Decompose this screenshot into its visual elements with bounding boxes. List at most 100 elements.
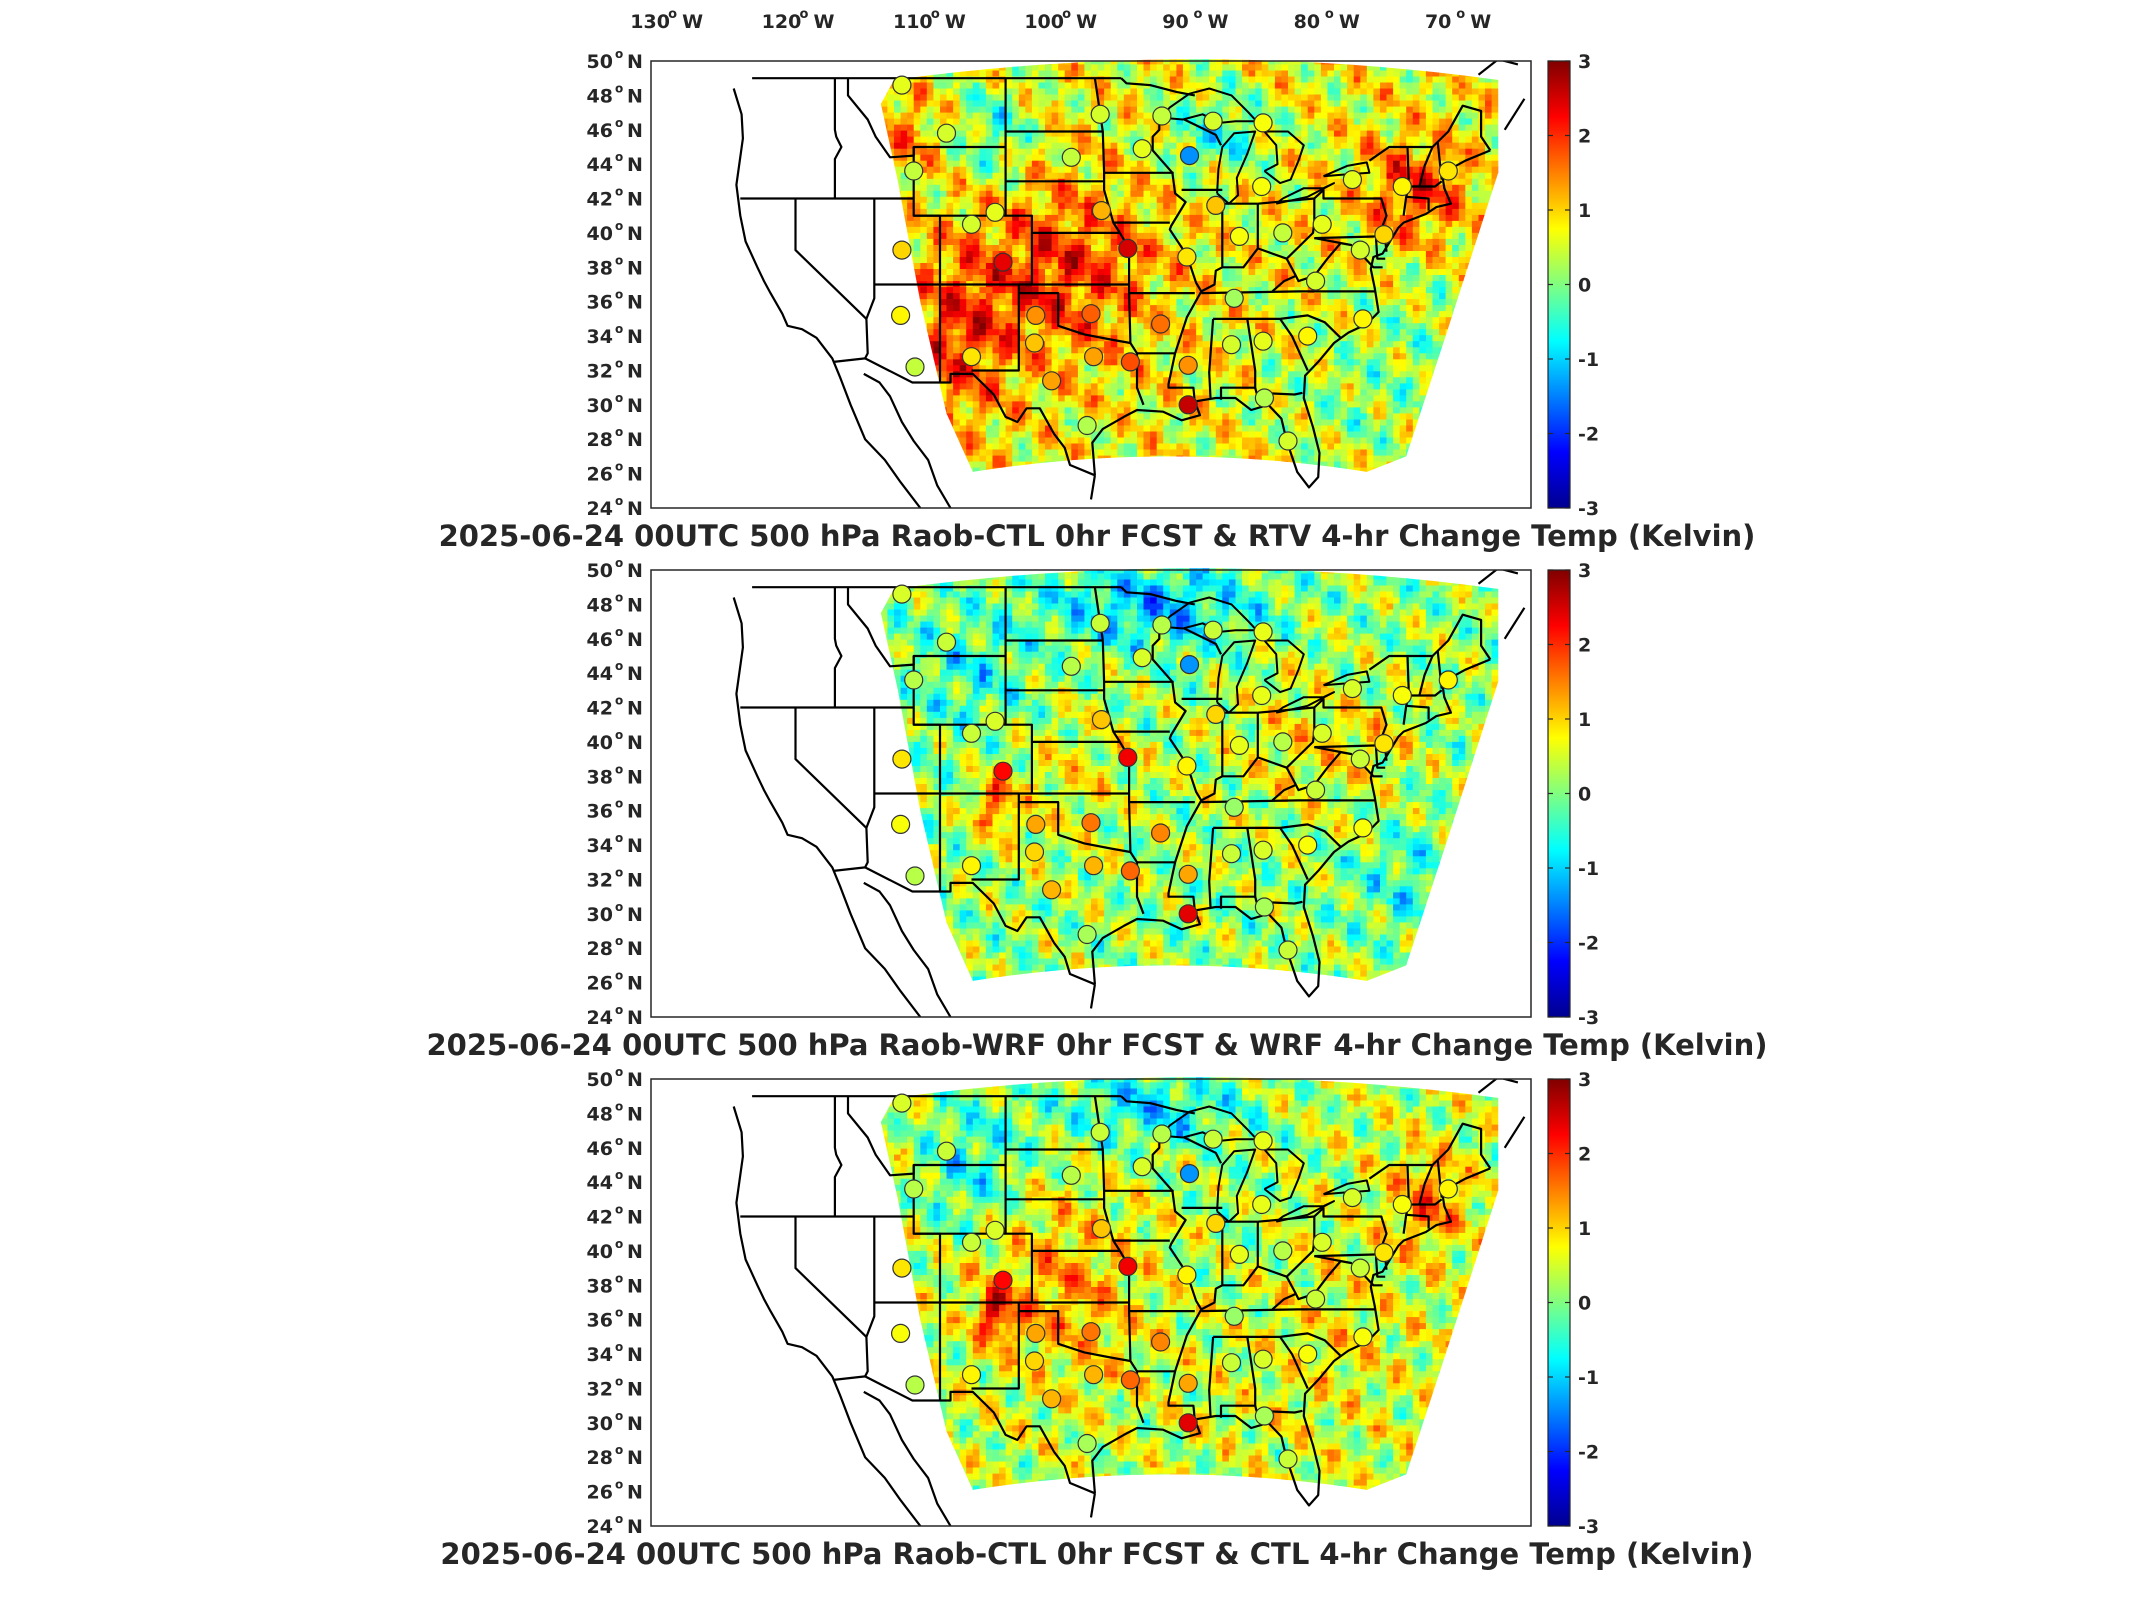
raob-station-marker bbox=[1090, 613, 1110, 633]
svg-text:o: o bbox=[799, 7, 808, 22]
svg-text:W: W bbox=[1339, 11, 1360, 33]
raob-station-marker bbox=[1041, 880, 1062, 900]
svg-text:W: W bbox=[682, 11, 703, 33]
svg-text:o: o bbox=[931, 7, 940, 22]
svg-text:o: o bbox=[668, 7, 677, 22]
lat-label: 40 bbox=[587, 1241, 613, 1263]
colorbar: 3 2 1 0 -1 -2 -3 bbox=[1547, 51, 1599, 520]
colorbar-tick-label: 3 bbox=[1578, 1069, 1591, 1091]
raob-station-marker bbox=[905, 866, 925, 886]
raob-station-marker bbox=[1342, 170, 1363, 190]
raob-station-marker bbox=[1229, 1244, 1250, 1265]
raob-station-marker bbox=[1120, 1370, 1141, 1390]
lat-label: 46 bbox=[587, 120, 613, 142]
raob-station-marker bbox=[1353, 1327, 1373, 1347]
raob-station-marker bbox=[892, 1258, 912, 1278]
panel-title: 2025-06-24 00UTC 500 hPa Raob-CTL 0hr FC… bbox=[440, 1537, 1753, 1571]
raob-station-marker bbox=[1224, 288, 1244, 308]
raob-station-marker bbox=[993, 761, 1013, 781]
raob-station-marker bbox=[1350, 1258, 1370, 1278]
lat-label: 32 bbox=[587, 1378, 613, 1400]
raob-station-marker bbox=[1179, 1163, 1200, 1184]
raob-station-marker bbox=[1278, 431, 1298, 451]
colorbar-tick-label: 1 bbox=[1578, 709, 1591, 731]
colorbar-tick-label: 0 bbox=[1578, 784, 1591, 806]
colorbar-tick-label: 1 bbox=[1578, 1218, 1591, 1240]
raob-station-marker bbox=[1273, 223, 1293, 243]
raob-station-marker bbox=[1374, 225, 1394, 245]
raob-station-marker bbox=[905, 1375, 925, 1395]
raob-station-marker bbox=[1229, 226, 1250, 246]
lat-label: 36 bbox=[587, 1310, 613, 1332]
raob-station-marker bbox=[892, 75, 912, 95]
lat-label: 38 bbox=[587, 766, 613, 788]
raob-station-marker bbox=[892, 240, 912, 260]
raob-station-marker bbox=[1438, 1179, 1458, 1199]
raob-station-marker bbox=[1090, 1122, 1110, 1142]
lat-label: 48 bbox=[587, 85, 613, 107]
raob-station-marker bbox=[1252, 176, 1272, 197]
svg-text:W: W bbox=[1470, 11, 1491, 33]
raob-station-marker bbox=[1178, 355, 1198, 375]
raob-station-marker bbox=[1229, 735, 1250, 756]
raob-station-marker bbox=[993, 1270, 1013, 1290]
raob-station-marker bbox=[1120, 861, 1141, 881]
latitude-labels: 50 o N48 o N46 o N44 o N42 o N40 o N38 o N36 o N34 o N32 o N… bbox=[587, 1065, 643, 1538]
raob-station-marker bbox=[961, 347, 982, 367]
lat-label: 32 bbox=[587, 869, 613, 891]
raob-station-marker bbox=[1353, 309, 1373, 329]
raob-station-marker bbox=[1203, 620, 1223, 640]
lat-label: 48 bbox=[587, 1103, 613, 1125]
raob-station-marker bbox=[1120, 352, 1141, 372]
raob-station-marker bbox=[1298, 835, 1318, 855]
raob-station-marker bbox=[1081, 304, 1101, 324]
lat-label: 28 bbox=[587, 429, 613, 451]
raob-station-marker bbox=[1024, 842, 1045, 862]
lat-label: 30 bbox=[587, 904, 613, 926]
colorbar-tick-label: 2 bbox=[1578, 1144, 1591, 1166]
raob-station-marker bbox=[1353, 818, 1373, 838]
raob-station-marker bbox=[904, 670, 924, 690]
lat-label: 28 bbox=[587, 1447, 613, 1469]
raob-station-marker bbox=[936, 1141, 957, 1161]
raob-station-marker bbox=[1026, 1323, 1046, 1344]
raob-station-marker bbox=[1224, 797, 1244, 817]
raob-station-marker bbox=[1278, 1449, 1298, 1469]
raob-station-marker bbox=[1077, 924, 1097, 945]
raob-station-marker bbox=[1118, 238, 1138, 258]
lon-label: 100 bbox=[1024, 11, 1064, 33]
raob-station-marker bbox=[890, 305, 911, 325]
raob-station-marker bbox=[936, 632, 957, 652]
raob-station-marker bbox=[1061, 1165, 1081, 1185]
lat-label: 24 bbox=[587, 498, 613, 520]
lat-label: 32 bbox=[587, 360, 613, 382]
raob-station-marker bbox=[1203, 1129, 1223, 1149]
raob-station-marker bbox=[1254, 1406, 1275, 1426]
raob-station-marker bbox=[1253, 113, 1273, 133]
lat-label: 34 bbox=[587, 326, 613, 348]
svg-text:W: W bbox=[813, 11, 834, 33]
raob-station-marker bbox=[1221, 1353, 1242, 1373]
lat-label: 46 bbox=[587, 1138, 613, 1160]
map-panel: 50 o N48 o N46 o N44 o N42 o N40 o N38 o N36 o N34 o N32 o N… bbox=[440, 1065, 1753, 1571]
raob-station-marker bbox=[961, 1232, 982, 1252]
raob-station-marker bbox=[1392, 685, 1412, 706]
raob-station-marker bbox=[1254, 388, 1275, 408]
colorbar: 3 2 1 0 -1 -2 -3 bbox=[1547, 560, 1599, 1029]
latitude-labels: 50 o N48 o N46 o N44 o N42 o N40 o N38 o N36 o N34 o N32 o N… bbox=[587, 556, 643, 1029]
lat-label: 38 bbox=[587, 257, 613, 279]
raob-station-marker bbox=[1253, 1349, 1273, 1369]
raob-station-marker bbox=[1438, 161, 1458, 181]
raob-station-marker bbox=[1152, 615, 1172, 635]
raob-station-marker bbox=[890, 1323, 911, 1344]
raob-station-marker bbox=[904, 161, 924, 181]
state-boundaries bbox=[732, 570, 1526, 1017]
raob-stations bbox=[890, 75, 1458, 451]
raob-station-marker bbox=[1298, 326, 1318, 346]
raob-station-marker bbox=[1253, 622, 1273, 642]
raob-station-marker bbox=[1083, 856, 1104, 876]
colorbar-tick-label: 0 bbox=[1578, 275, 1591, 297]
raob-station-marker bbox=[1178, 904, 1198, 924]
raob-station-marker bbox=[1152, 106, 1172, 126]
